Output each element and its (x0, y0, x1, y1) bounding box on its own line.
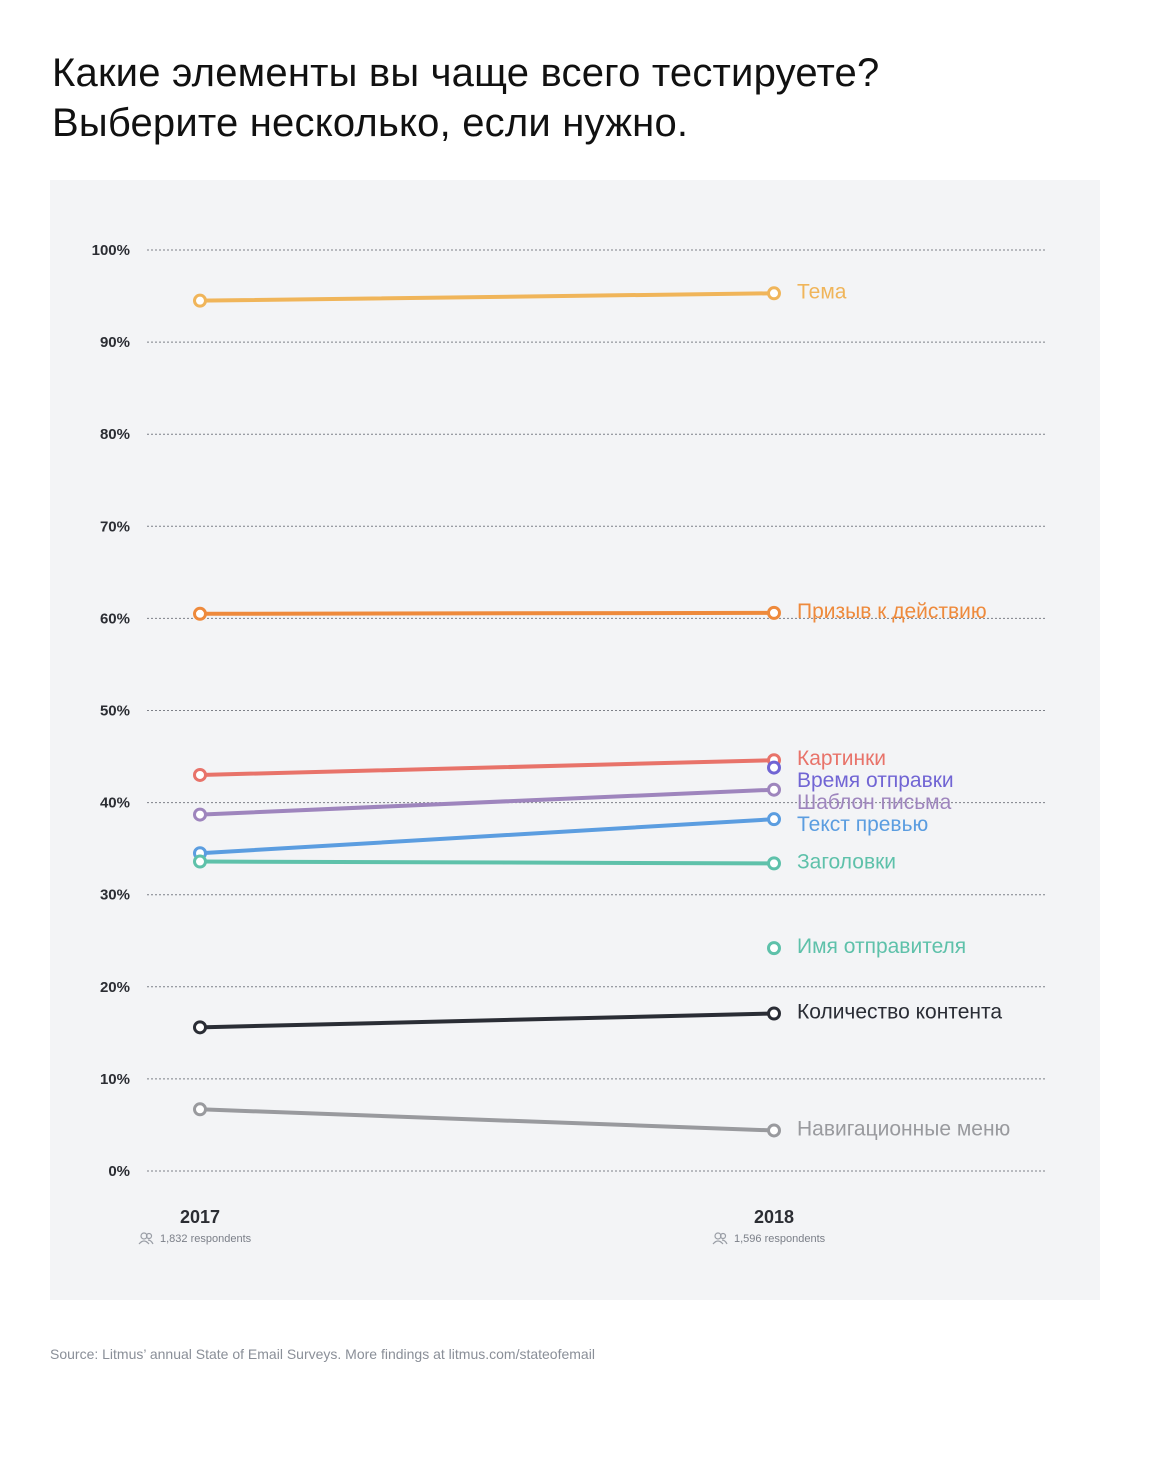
series-label: Навигационные меню (797, 1117, 1010, 1140)
y-tick-label: 70% (100, 518, 130, 535)
series-4-point (767, 782, 781, 797)
x-tick-label: 2018 (754, 1207, 794, 1227)
y-tick-label: 0% (108, 1163, 130, 1180)
series-4-point (193, 807, 207, 822)
y-tick-label: 90% (100, 334, 130, 351)
y-tick-label: 20% (100, 979, 130, 996)
series-label: Текст превью (797, 813, 928, 836)
series-3-point (767, 760, 781, 775)
series-7-point (767, 941, 781, 956)
series-0-point (193, 293, 207, 308)
series-6-line (198, 859, 776, 866)
y-tick-label: 30% (100, 887, 130, 904)
y-tick-label: 10% (100, 1071, 130, 1088)
series-0-line (198, 291, 776, 303)
series-label: Тема (797, 280, 847, 303)
series-2-point (193, 767, 207, 782)
title-line-1: Какие элементы вы чаще всего тестируете? (52, 51, 880, 95)
series-label: Картинки (797, 747, 886, 770)
series-9-line (198, 1107, 776, 1133)
series-1-point (193, 606, 207, 621)
y-tick-label: 40% (100, 795, 130, 812)
title-line-2: Выберите несколько, если нужно. (52, 101, 689, 145)
series-9-point (767, 1123, 781, 1138)
series-8-point (767, 1006, 781, 1021)
page-title: Какие элементы вы чаще всего тестируете?… (52, 48, 879, 148)
y-tick-label: 100% (92, 242, 130, 259)
series-label: Заголовки (797, 850, 896, 873)
series-label: Время отправки (797, 769, 954, 792)
series-label: Призыв к действию (797, 600, 987, 623)
series-8-line (198, 1011, 776, 1030)
y-tick-label: 80% (100, 426, 130, 443)
series-label: Шаблон письма (797, 791, 952, 814)
series-8-point (193, 1020, 207, 1035)
series-4-line (198, 787, 776, 817)
line-chart: 0% 10% 20% 30% 40% 50% 60% 70% 80% 90% 100% 2017 1,8… (92, 242, 1047, 1245)
series-9-point (193, 1102, 207, 1117)
source-note: Source: Litmus’ annual State of Email Su… (50, 1346, 595, 1362)
chart-panel: 0% 10% 20% 30% 40% 50% 60% 70% 80% 90% 100% 2017 1,8… (50, 180, 1100, 1300)
series-1-line (198, 610, 776, 616)
series-5-line (198, 817, 776, 856)
people-icon (138, 1232, 154, 1245)
series-label: Количество контента (797, 1001, 1002, 1024)
respondents-note: 1,596 respondents (734, 1233, 826, 1245)
series-2-line (198, 758, 776, 777)
series-1-point (767, 605, 781, 620)
series-5-point (767, 812, 781, 827)
respondents-note: 1,832 respondents (160, 1233, 252, 1245)
people-icon (712, 1232, 728, 1245)
y-tick-label: 50% (100, 703, 130, 720)
series-6-point (767, 856, 781, 871)
y-tick-label: 60% (100, 610, 130, 627)
series-6-point (193, 854, 207, 869)
series-label: Имя отправителя (797, 935, 966, 958)
x-tick-label: 2017 (180, 1207, 220, 1227)
series-0-point (767, 286, 781, 301)
